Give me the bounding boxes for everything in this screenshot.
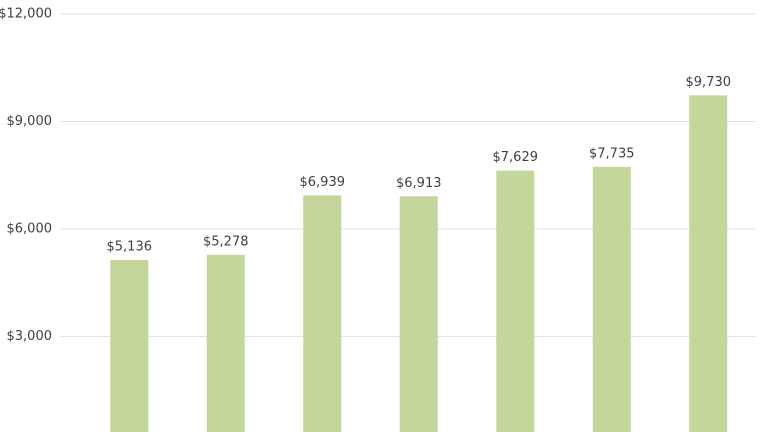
- y-tick-label: $9,000: [7, 114, 53, 129]
- data-label: $6,913: [396, 176, 442, 191]
- y-tick-label: $12,000: [0, 7, 52, 22]
- bar: [399, 196, 438, 432]
- data-label: $7,629: [493, 150, 539, 165]
- data-label: $7,735: [589, 146, 635, 161]
- bar: [110, 259, 149, 432]
- data-label: $5,278: [203, 234, 249, 249]
- y-tick-label: $6,000: [7, 222, 53, 237]
- data-label: $9,730: [686, 75, 732, 90]
- data-label: $6,939: [300, 175, 346, 190]
- y-tick-label: $3,000: [7, 329, 53, 344]
- data-label: $5,136: [107, 239, 153, 254]
- bar: [303, 195, 342, 432]
- bar: [689, 95, 728, 432]
- bar: [496, 170, 535, 432]
- bar: [592, 166, 631, 432]
- bar: [206, 254, 245, 432]
